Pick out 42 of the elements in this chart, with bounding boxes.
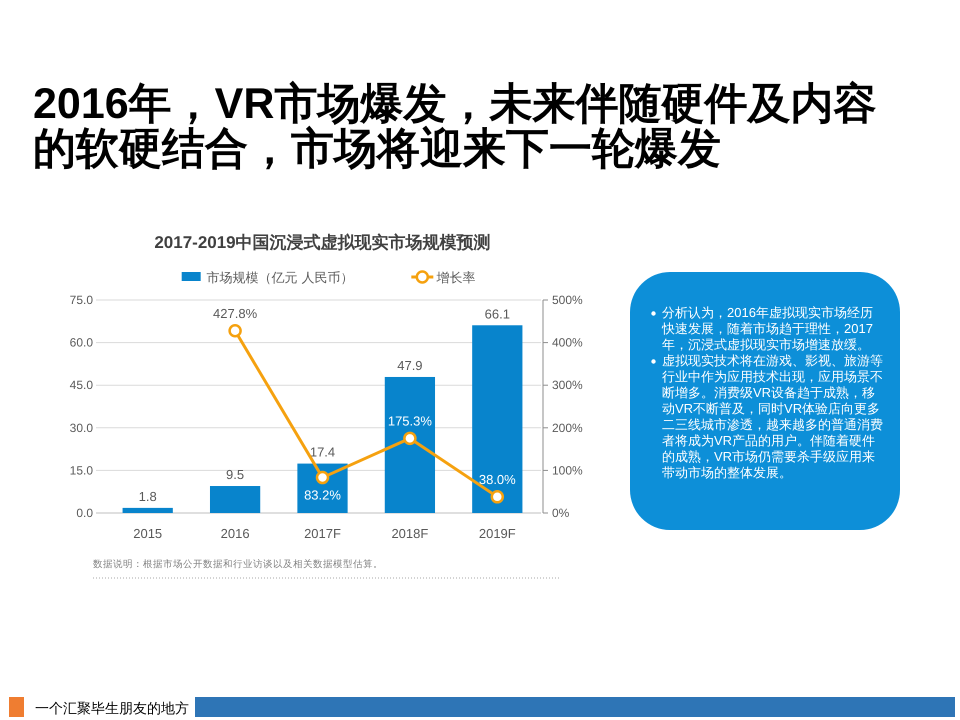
y-tick-label: 30.0 [70,420,94,435]
text: 分析认为，2016年虚拟现实市场经历快速发展，随着市场趋于理性，2017年，沉浸式虚拟现实市场增速放缓。 [662,305,874,353]
point [490,490,504,504]
data-label: 47.9 [397,358,423,373]
data-label: 66.1 [484,306,510,322]
x-tick-label: 2019F [478,526,516,541]
data-label: 9.5 [226,467,244,482]
point [228,324,242,338]
bar [472,325,522,513]
point [316,470,330,484]
text: 虚拟现实技术将在游戏、影视、旅游等行业中作为应用技术出现，应用场景不断增多。消费级VR设备趋于成熟，移动VR不断普及，同时VR体验店向更多二三线城市渗透，越来越多的普通消费者将成为VR产品的用户。伴随着硬件的成熟，VR市场仍需要杀手级应用来带动市场的整体发展。 [662,353,884,481]
y2-tick-label: 0% [552,506,570,520]
data-label: 175.3% [388,413,432,428]
data-label: 38.0% [478,472,516,487]
legend-label: 增长率 [435,270,476,285]
data-label: 427.8% [213,306,258,321]
y-tick-label: 60.0 [70,336,94,350]
x-tick-label: 2016 [220,526,250,541]
y-tick-label: 15.0 [70,463,94,478]
y-tick-label: 45.0 [70,378,94,392]
text: 数据说明：根据市场公开数据和行业访谈以及相关数据模型估算。 [93,558,383,570]
bar [122,508,173,513]
y2-tick-label: 500% [552,293,584,307]
x-tick-label: 2015 [133,526,162,541]
legend-label: 市场规模（亿元 人民币） [206,270,354,285]
data-label: 83.2% [304,488,342,503]
point [403,432,417,446]
y-tick-label: 75.0 [70,293,94,307]
data-label: 17.4 [310,444,336,460]
chart-subtitle: 2017-2019中国沉浸式虚拟现实市场规模预测 [154,233,491,252]
y2-tick-label: 300% [552,378,584,392]
y2-tick-label: 100% [552,463,584,478]
y2-tick-label: 200% [552,420,584,435]
bar [210,486,260,513]
y2-tick-label: 400% [552,336,584,350]
bar [384,376,436,513]
x-tick-label: 2018F [391,526,428,541]
x-tick-label: 2017F [304,526,341,541]
y-tick-label: 0.0 [76,506,94,520]
data-label: 1.8 [138,488,157,504]
chart-title: 2016年，VR市场爆发，未来伴随硬件及内容的软硬结合，市场将迎来下一轮爆发 [33,80,878,173]
text: 一个汇聚毕生朋友的地方 [35,700,189,716]
